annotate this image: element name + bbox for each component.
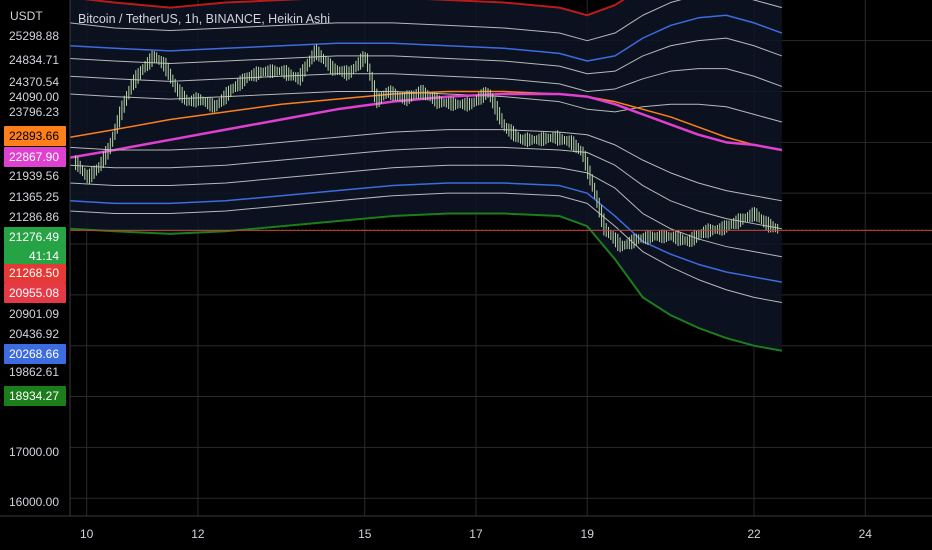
band-lines: [70, 0, 783, 352]
time-tick-label: 17: [469, 527, 483, 541]
price-badge: [4, 263, 66, 283]
time-tick-label: 19: [581, 527, 595, 541]
price-tick-bg: [5, 443, 63, 459]
price-badge: [4, 227, 66, 247]
band-gray-line: [70, 0, 782, 42]
band-cloud-fill: [70, 0, 782, 351]
price-tick-label: 24834.71: [9, 53, 59, 67]
band-outer-bottom-line: [70, 212, 783, 352]
band-blue-line: [70, 182, 782, 283]
price-tick-label: 25298.88: [9, 29, 59, 43]
band-blue-line: [70, 14, 783, 62]
price-badge-label: 21268.50: [9, 266, 59, 280]
price-tick-bg: [5, 88, 63, 104]
price-badge-label: 21276.49: [9, 230, 59, 244]
interval-label: 1h: [178, 12, 199, 26]
price-badge-label: 20955.08: [9, 286, 59, 300]
time-tick-label: 15: [358, 527, 372, 541]
price-tick-label: 17000.00: [9, 445, 59, 459]
time-tick-label: 24: [859, 527, 873, 541]
currency-corner: USDT: [10, 9, 43, 23]
band-ma-magenta-line: [70, 92, 783, 159]
price-tick-label: 19862.61: [9, 365, 59, 379]
price-badge: [4, 283, 66, 303]
price-tick-bg: [5, 51, 63, 67]
band-gray-line: [70, 129, 782, 202]
price-tick-label: 16000.00: [9, 495, 59, 509]
price-tick-label: 21286.86: [9, 210, 59, 224]
price-tick-bg: [5, 325, 63, 341]
chart-title[interactable]: Bitcoin / TetherUS1hBINANCEHeikin Ashi: [78, 12, 330, 26]
price-tick-label: 20436.92: [9, 327, 59, 341]
price-badge-label: 18934.27: [9, 389, 59, 403]
band-ma-orange-line: [70, 90, 782, 151]
band-cloud: [70, 0, 782, 351]
time-tick-label: 22: [747, 527, 761, 541]
chart-style-label: Heikin Ashi: [261, 12, 330, 26]
price-tick-label: 23796.23: [9, 105, 59, 119]
price-tick-bg: [5, 27, 63, 43]
price-tick-label: 21939.56: [9, 169, 59, 183]
price-tick-label: 21365.25: [9, 190, 59, 204]
exchange-label: BINANCE: [199, 12, 262, 26]
time-tick-label: 10: [80, 527, 94, 541]
band-gray-line: [70, 146, 782, 230]
band-gray-line: [70, 37, 783, 75]
price-tick-bg: [5, 188, 63, 204]
price-badge: [4, 344, 66, 364]
bar-countdown: 41:14: [29, 249, 59, 263]
time-axis[interactable]: 10 12 15 17 19 22 24: [0, 515, 932, 550]
price-badge: [4, 147, 66, 167]
price-badge: [4, 126, 66, 146]
price-tick-bg: [5, 493, 63, 509]
band-gray-line: [70, 68, 783, 93]
price-badge-label: 22893.66: [9, 129, 59, 143]
heikin-ashi-candles: [75, 44, 779, 253]
price-badge: [4, 386, 66, 406]
price-tick-bg: [5, 73, 63, 89]
price-axis[interactable]: 25298.88 24834.71 24370.5424090.0023796.23…: [0, 0, 71, 516]
time-tick-label: 12: [191, 527, 205, 541]
band-outer-top-line: [83, 0, 625, 17]
price-tick-bg: [5, 103, 63, 119]
price-tick-bg: [5, 208, 63, 224]
band-gray-line: [70, 91, 782, 123]
price-tick-bg: [5, 167, 63, 183]
band-gray-line: [70, 192, 782, 303]
price-tick-label: 24090.00: [9, 90, 59, 104]
symbol-name: Bitcoin / TetherUS: [78, 12, 178, 26]
price-badge-label: 20268.66: [9, 347, 59, 361]
price-tick-label: 20901.09: [9, 307, 59, 321]
countdown-badge: [4, 247, 66, 264]
band-gray-line: [70, 164, 782, 258]
price-tick-bg: [5, 305, 63, 321]
price-tick-label: 24370.54: [9, 75, 59, 89]
price-tick-bg: [5, 363, 63, 379]
currency-label: USDT: [10, 9, 43, 23]
time-axis-background: [0, 516, 932, 550]
price-badge-label: 22867.90: [9, 150, 59, 164]
